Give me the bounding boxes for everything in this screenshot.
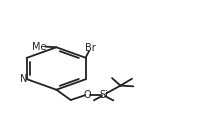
Text: Si: Si: [99, 90, 108, 99]
Text: N: N: [20, 74, 27, 84]
Text: Br: Br: [85, 43, 96, 53]
Text: Me: Me: [32, 42, 46, 52]
Text: O: O: [84, 90, 91, 99]
